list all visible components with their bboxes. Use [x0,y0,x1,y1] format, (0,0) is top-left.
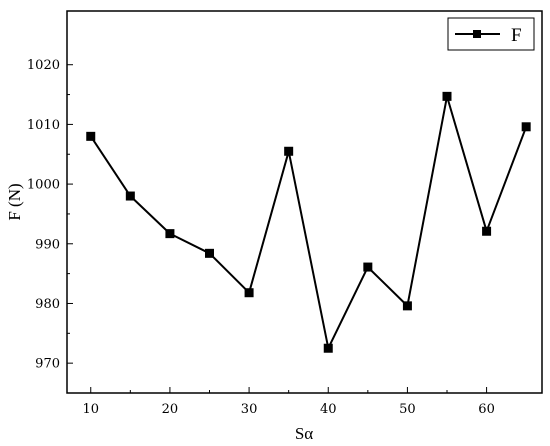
x-tick-label: 10 [82,402,99,417]
x-tick-label: 50 [399,402,416,417]
legend-label: F [511,25,522,46]
data-point [363,262,373,272]
x-axis-title: Sα [295,424,313,443]
data-point [323,343,333,353]
y-tick-label: 990 [35,237,60,252]
x-tick-label: 40 [320,402,337,417]
legend-marker-sample [473,30,481,38]
plot-frame [66,10,543,394]
data-point [402,301,412,311]
x-tick-label: 20 [162,402,179,417]
data-point [125,191,135,201]
data-point [205,248,214,258]
legend: F [447,17,535,51]
x-axis-ticks: 10 20 30 40 50 60 [82,387,495,417]
y-tick-label: 970 [35,357,60,372]
data-point [442,91,452,101]
y-axis-ticks: 970 980 990 1000 1010 1020 [27,58,73,372]
data-point [86,131,96,141]
y-tick-label: 1020 [27,58,60,73]
data-point [165,229,175,239]
y-tick-label: 1000 [27,178,60,193]
y-tick-label: 980 [35,297,60,312]
data-point [521,122,531,132]
data-point [482,226,492,236]
x-tick-label: 60 [478,402,495,417]
series-layer [86,91,531,353]
data-point [244,288,254,298]
data-point [284,146,294,156]
series-line-F [89,95,528,350]
y-tick-label: 1010 [27,118,60,133]
x-tick-label: 30 [241,402,258,417]
y-axis-title: F (N) [5,183,24,220]
